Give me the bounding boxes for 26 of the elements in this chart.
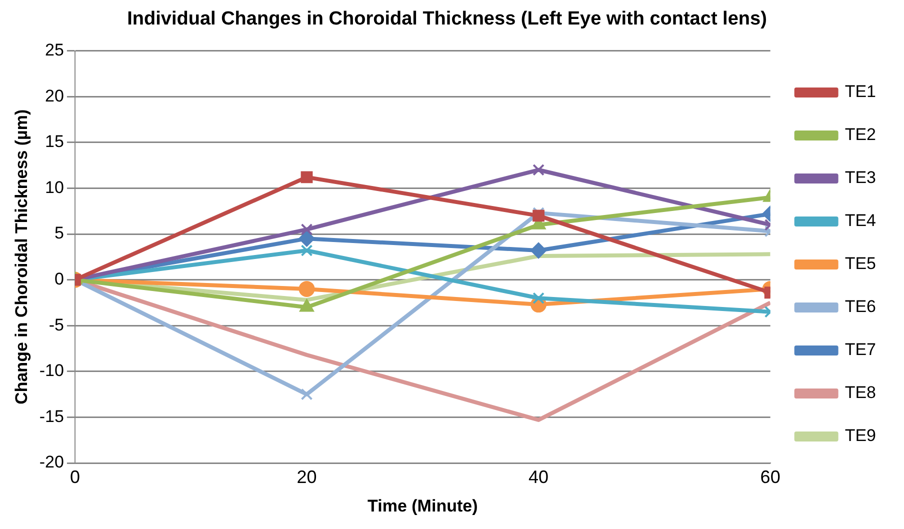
x-tick-label: 0 [70,466,80,487]
y-tick-label: 20 [45,86,64,106]
y-tick-label: 10 [45,178,64,197]
x-axis-title: Time (Minute) [368,496,478,516]
legend-label: TE1 [844,82,876,102]
legend-label: TE5 [844,254,876,274]
y-axis-title: Change in Choroidal Thickness (µm) [12,109,31,404]
legend-label: TE9 [844,426,876,446]
y-tick-label: 5 [54,224,64,243]
x-tick-label: 20 [296,466,317,487]
y-tick-label: 0 [54,269,64,288]
legend-label: TE8 [844,383,876,402]
y-tick-label: 15 [45,132,64,152]
y-tick-label: -15 [39,406,64,426]
legend-label: TE4 [844,211,876,230]
y-tick-label: -5 [48,315,64,334]
x-tick-label: 40 [528,466,549,487]
y-tick-label: 25 [45,40,64,60]
legend-label: TE3 [844,168,876,188]
legend-label: TE2 [844,125,876,144]
y-tick-label: -10 [39,361,64,380]
chart-title: Individual Changes in Choroidal Thickness (Left Eye with contact lens) [127,8,767,30]
y-tick-label: -20 [39,452,64,472]
legend-label: TE7 [844,340,876,360]
x-tick-label: 60 [760,466,780,487]
legend-label: TE6 [844,297,876,316]
